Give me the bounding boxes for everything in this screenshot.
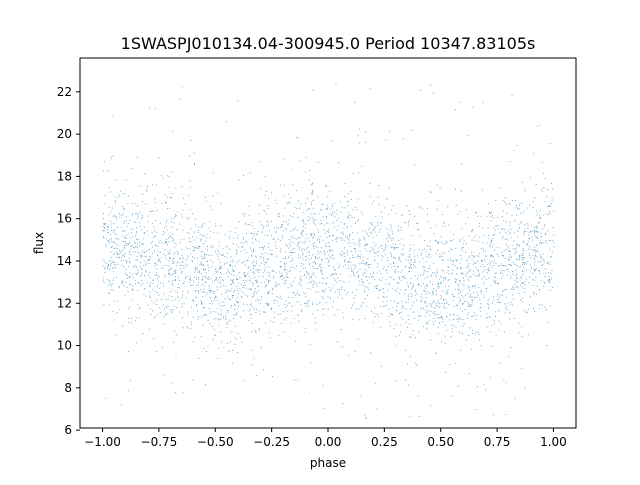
x-tick-label: 0.00 xyxy=(315,435,342,449)
x-tick-label: −0.50 xyxy=(197,435,234,449)
y-tick-label: 12 xyxy=(57,296,72,310)
y-tick-label: 6 xyxy=(64,423,72,437)
x-tick-label: 0.50 xyxy=(427,435,454,449)
x-axis-label: phase xyxy=(310,456,346,470)
y-axis-ticks: 6 8 10 12 14 16 18 20 22 xyxy=(57,85,80,437)
chart-title: 1SWASPJ010134.04-300945.0 Period 10347.8… xyxy=(121,34,536,53)
y-axis-label: flux xyxy=(32,232,46,254)
x-tick-label: 0.75 xyxy=(484,435,511,449)
x-tick-label: 0.25 xyxy=(371,435,398,449)
y-tick-label: 10 xyxy=(57,339,72,353)
x-tick-label: 1.00 xyxy=(540,435,567,449)
x-tick-label: −0.25 xyxy=(253,435,290,449)
x-tick-label: −1.00 xyxy=(84,435,121,449)
y-tick-label: 14 xyxy=(57,254,72,268)
x-axis-ticks: −1.00 −0.75 −0.50 −0.25 0.00 0.25 0.50 0.75 1.00 xyxy=(84,428,567,449)
y-tick-label: 18 xyxy=(57,169,72,183)
y-tick-label: 20 xyxy=(57,127,72,141)
y-tick-label: 16 xyxy=(57,212,72,226)
x-tick-label: −0.75 xyxy=(141,435,178,449)
y-tick-label: 22 xyxy=(57,85,72,99)
y-tick-label: 8 xyxy=(64,381,72,395)
